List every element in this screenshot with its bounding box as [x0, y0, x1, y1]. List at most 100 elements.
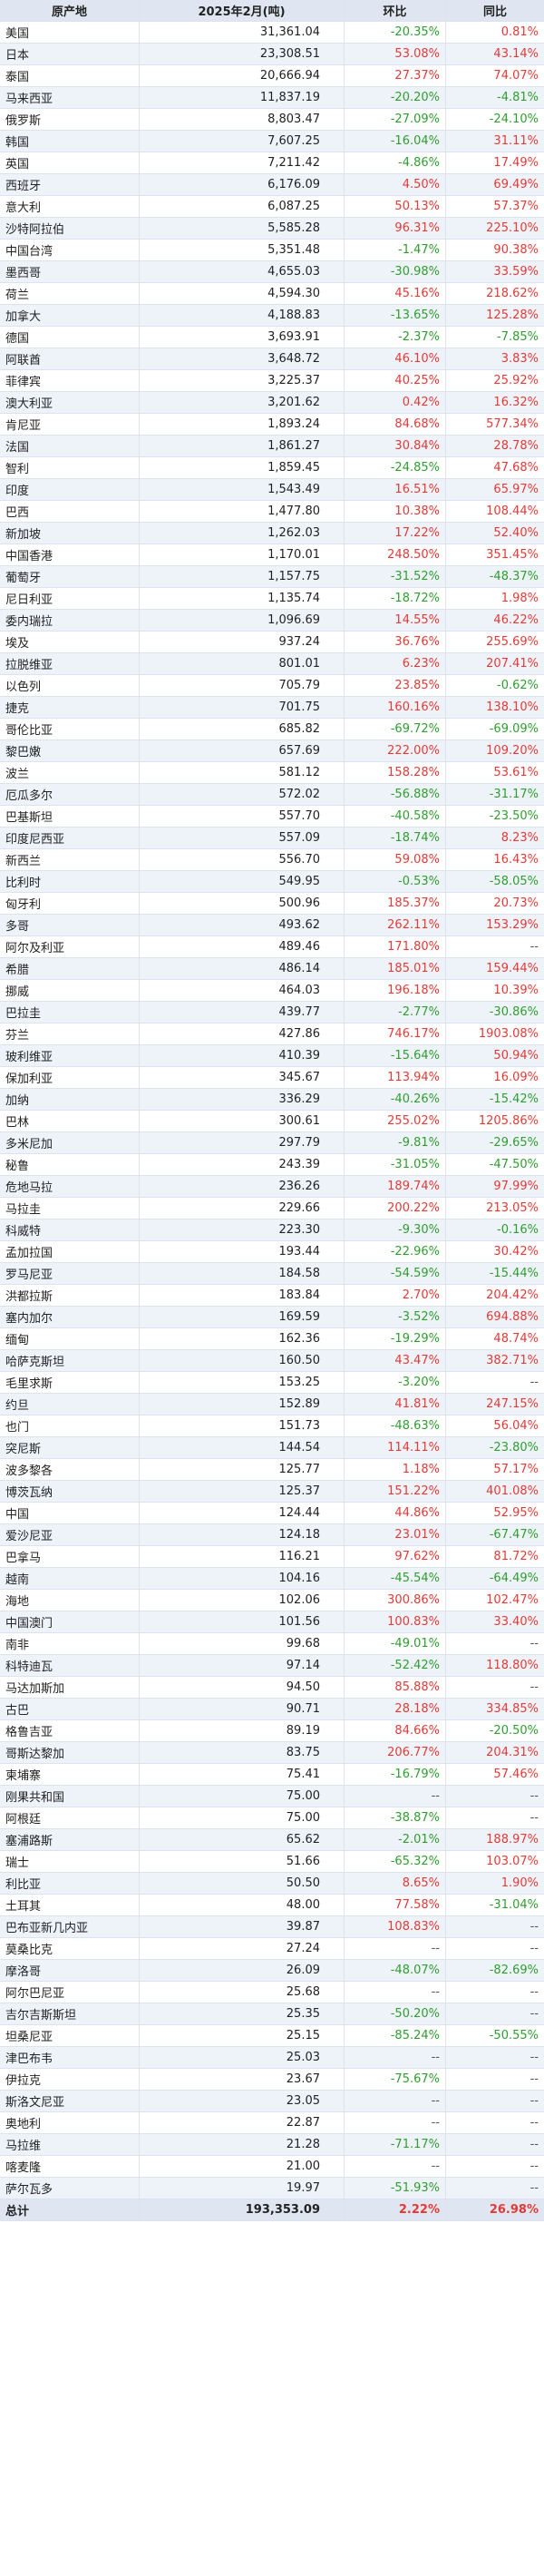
volume-cell: 25.68	[140, 1982, 345, 2003]
header-volume: 2025年2月(吨)	[140, 0, 345, 21]
yoy-cell: 57.37%	[493, 200, 539, 213]
table-row: 匈牙利 500.96 185.37% 20.73%	[0, 893, 544, 915]
origin-cell: 柬埔寨	[0, 1764, 140, 1785]
mom-cell: -52.42%	[345, 1655, 446, 1676]
mom-cell: 84.68%	[345, 414, 446, 435]
table-row: 约旦 152.89 41.81% 247.15%	[0, 1394, 544, 1415]
volume-cell: 160.50	[140, 1350, 345, 1371]
origin-cell: 罗马尼亚	[0, 1263, 140, 1284]
mom-cell: --	[345, 2047, 446, 2068]
volume-cell: 83.75	[140, 1742, 345, 1763]
table-row: 马达加斯加 94.50 85.88% --	[0, 1677, 544, 1699]
origin-cell: 法国	[0, 436, 140, 456]
header-yoy: 同比	[482, 5, 507, 19]
table-row: 新加坡 1,262.03 17.22% 52.40%	[0, 523, 544, 544]
table-row: 法国 1,861.27 30.84% 28.78%	[0, 436, 544, 457]
volume-cell: 410.39	[140, 1045, 345, 1066]
origin-cell: 多米尼加	[0, 1132, 140, 1153]
mom-cell: 746.17%	[345, 1024, 446, 1044]
table-row: 博茨瓦纳 125.37 151.22% 401.08%	[0, 1481, 544, 1503]
mom-cell: -18.74%	[345, 828, 446, 848]
yoy-cell: 153.29%	[486, 918, 539, 932]
table-row: 巴拉圭 439.77 -2.77% -30.86%	[0, 1002, 544, 1024]
yoy-cell: --	[529, 1811, 539, 1825]
mom-cell: -50.20%	[345, 2003, 446, 2024]
table-row: 南非 99.68 -49.01% --	[0, 1633, 544, 1655]
volume-cell: 581.12	[140, 762, 345, 783]
yoy-cell: 28.78%	[493, 439, 539, 453]
volume-cell: 489.46	[140, 936, 345, 957]
origin-cell: 葡萄牙	[0, 566, 140, 587]
mom-cell: 206.77%	[345, 1742, 446, 1763]
table-row: 阿尔及利亚 489.46 171.80% --	[0, 936, 544, 958]
origin-cell: 希腊	[0, 958, 140, 979]
volume-cell: 1,262.03	[140, 523, 345, 544]
origin-cell: 瑞士	[0, 1851, 140, 1872]
table-row: 塞内加尔 169.59 -3.52% 694.88%	[0, 1307, 544, 1328]
table-row: 多哥 493.62 262.11% 153.29%	[0, 915, 544, 936]
table-row: 爱沙尼亚 124.18 23.01% -67.47%	[0, 1524, 544, 1546]
mom-cell: 36.76%	[345, 632, 446, 652]
yoy-cell: -24.10%	[489, 113, 539, 126]
yoy-cell: -0.16%	[497, 1223, 539, 1237]
origin-cell: 奥地利	[0, 2112, 140, 2133]
mom-cell: 4.50%	[345, 174, 446, 195]
volume-cell: 3,693.91	[140, 327, 345, 348]
origin-cell: 荷兰	[0, 283, 140, 304]
origin-cell: 新加坡	[0, 523, 140, 544]
table-row: 拉脱维亚 801.01 6.23% 207.41%	[0, 653, 544, 675]
origin-cell: 毛里求斯	[0, 1372, 140, 1393]
table-row: 捷克 701.75 160.16% 138.10%	[0, 697, 544, 719]
volume-cell: 1,135.74	[140, 588, 345, 609]
volume-cell: 4,594.30	[140, 283, 345, 304]
origin-cell: 马达加斯加	[0, 1677, 140, 1698]
yoy-cell: 1.90%	[500, 1876, 539, 1890]
yoy-cell: -67.47%	[489, 1528, 539, 1542]
volume-cell: 1,157.75	[140, 566, 345, 587]
origin-cell: 危地马拉	[0, 1176, 140, 1197]
mom-cell: --	[345, 2112, 446, 2133]
yoy-cell: --	[529, 940, 539, 954]
table-row: 埃及 937.24 36.76% 255.69%	[0, 632, 544, 653]
origin-cell: 巴拿马	[0, 1546, 140, 1567]
mom-cell: -51.93%	[345, 2178, 446, 2199]
table-row: 尼日利亚 1,135.74 -18.72% 1.98%	[0, 588, 544, 610]
table-row: 意大利 6,087.25 50.13% 57.37%	[0, 196, 544, 218]
origin-cell: 拉脱维亚	[0, 653, 140, 674]
yoy-cell: 50.94%	[493, 1049, 539, 1063]
origin-cell: 马拉圭	[0, 1198, 140, 1219]
mom-cell: 16.51%	[345, 479, 446, 500]
mom-cell: -38.87%	[345, 1807, 446, 1828]
table-row: 澳大利亚 3,201.62 0.42% 16.32%	[0, 392, 544, 414]
mom-cell: -31.05%	[345, 1154, 446, 1175]
table-row: 阿尔巴尼亚 25.68 -- --	[0, 1982, 544, 2003]
mom-cell: -2.77%	[345, 1002, 446, 1023]
volume-cell: 101.56	[140, 1611, 345, 1632]
mom-cell: -40.26%	[345, 1089, 446, 1110]
yoy-cell: 81.72%	[493, 1550, 539, 1563]
table-row: 斯洛文尼亚 23.05 -- --	[0, 2091, 544, 2112]
origin-cell: 智利	[0, 457, 140, 478]
volume-cell: 8,803.47	[140, 109, 345, 130]
yoy-cell: --	[529, 2094, 539, 2108]
yoy-cell: 56.04%	[493, 1419, 539, 1433]
yoy-cell: 351.45%	[486, 548, 539, 562]
yoy-cell: 109.20%	[486, 744, 539, 758]
origin-cell: 澳大利亚	[0, 392, 140, 413]
origin-cell: 巴拉圭	[0, 1002, 140, 1023]
yoy-cell: 207.41%	[486, 657, 539, 671]
mom-cell: -24.85%	[345, 457, 446, 478]
yoy-cell: 90.38%	[493, 243, 539, 257]
yoy-cell: 1.98%	[500, 592, 539, 605]
volume-cell: 572.02	[140, 784, 345, 805]
yoy-cell: 47.68%	[493, 461, 539, 475]
yoy-cell: -82.69%	[489, 1964, 539, 1977]
origin-cell: 阿尔巴尼亚	[0, 1982, 140, 2003]
volume-cell: 427.86	[140, 1024, 345, 1044]
yoy-cell: 108.44%	[486, 504, 539, 518]
table-row: 希腊 486.14 185.01% 159.44%	[0, 958, 544, 980]
mom-cell: 84.66%	[345, 1720, 446, 1741]
mom-cell: -2.37%	[345, 327, 446, 348]
yoy-cell: -29.65%	[489, 1136, 539, 1150]
origin-cell: 爱沙尼亚	[0, 1524, 140, 1545]
